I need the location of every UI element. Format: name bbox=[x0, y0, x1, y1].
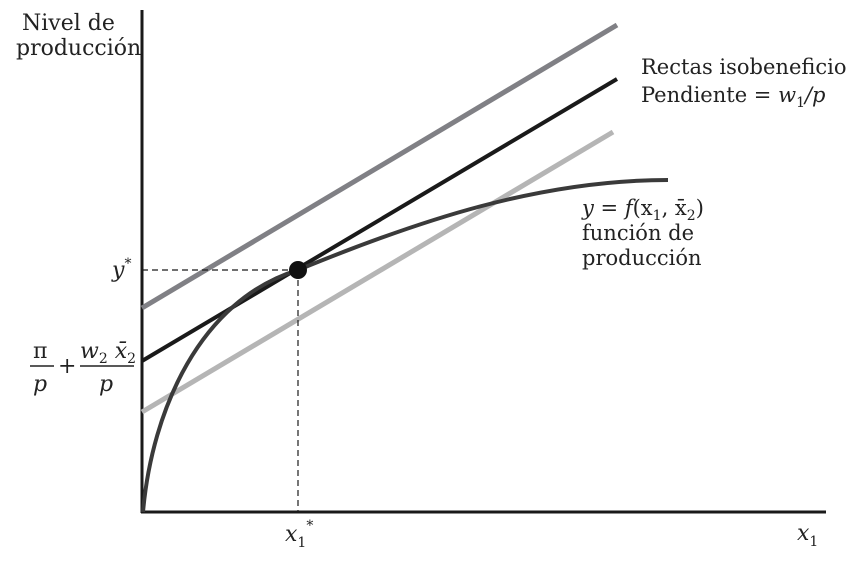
isoprofit-line-high bbox=[140, 22, 619, 311]
intercept-numerator: w2 x̄2 bbox=[80, 339, 136, 367]
x1-star-label: x1* bbox=[285, 518, 313, 551]
y-axis-title-line2: producción bbox=[16, 36, 141, 61]
isoprofit-title: Rectas isobeneficio bbox=[641, 55, 847, 79]
production-function-formula: y = f(x1, x̄2) bbox=[581, 196, 704, 224]
isoprofit-line-low bbox=[140, 129, 615, 415]
y-star-label: y* bbox=[111, 256, 131, 283]
intercept-expression: π p + w2 x̄2 p bbox=[30, 339, 136, 397]
intercept-p2: p bbox=[99, 372, 113, 397]
isoprofit-line-tangent bbox=[140, 77, 619, 363]
production-function-line3: producción bbox=[582, 246, 702, 270]
optimum-point bbox=[289, 261, 307, 279]
production-function-line2: función de bbox=[582, 221, 694, 245]
y-axis-title-line1: Nivel de bbox=[22, 11, 115, 36]
intercept-p1: p bbox=[33, 372, 47, 397]
x-axis-label: x1 bbox=[797, 521, 818, 550]
isoprofit-slope: Pendiente = w1/p bbox=[641, 83, 826, 111]
intercept-pi: π bbox=[33, 339, 47, 364]
intercept-plus: + bbox=[58, 354, 76, 379]
